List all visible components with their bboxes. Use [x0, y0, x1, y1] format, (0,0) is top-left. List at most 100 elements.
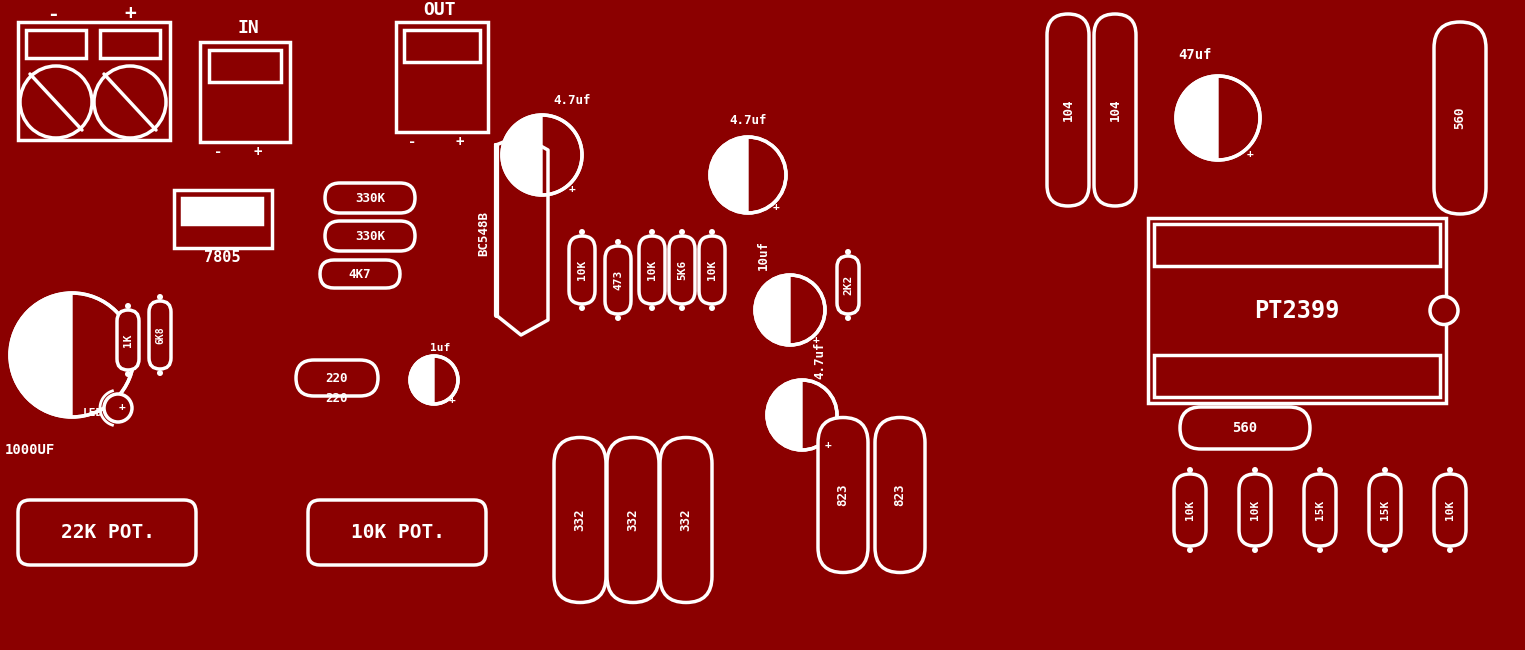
FancyBboxPatch shape — [1304, 474, 1336, 546]
Text: 220: 220 — [326, 391, 348, 404]
FancyBboxPatch shape — [817, 417, 868, 573]
Bar — [101, 30, 160, 58]
Circle shape — [615, 239, 621, 245]
Bar — [174, 190, 271, 248]
Bar — [181, 198, 262, 224]
Text: 4.7uf: 4.7uf — [729, 114, 767, 127]
Text: 330K: 330K — [355, 229, 384, 242]
FancyBboxPatch shape — [605, 246, 631, 314]
FancyBboxPatch shape — [1238, 474, 1270, 546]
FancyBboxPatch shape — [1048, 14, 1089, 206]
Circle shape — [1252, 467, 1258, 473]
Bar — [209, 50, 281, 82]
Text: LED: LED — [82, 408, 104, 418]
FancyBboxPatch shape — [149, 301, 171, 369]
Text: IN: IN — [236, 19, 259, 37]
Text: 15K: 15K — [1380, 500, 1389, 520]
FancyBboxPatch shape — [569, 236, 595, 304]
Text: +: + — [813, 335, 819, 345]
Text: +: + — [1246, 149, 1254, 159]
Text: 15K: 15K — [1315, 500, 1325, 520]
Bar — [18, 22, 169, 140]
Text: 6K8: 6K8 — [156, 326, 165, 344]
Text: +: + — [569, 184, 575, 194]
Circle shape — [580, 229, 586, 235]
Circle shape — [1186, 467, 1193, 473]
Circle shape — [1186, 547, 1193, 553]
Text: -: - — [47, 5, 59, 23]
Circle shape — [410, 356, 458, 404]
Text: OUT: OUT — [424, 1, 456, 19]
Circle shape — [755, 275, 825, 345]
Circle shape — [1382, 467, 1388, 473]
Text: +: + — [448, 395, 456, 405]
Circle shape — [547, 140, 561, 154]
Text: +: + — [119, 402, 125, 412]
Circle shape — [1318, 547, 1324, 553]
Text: 10K: 10K — [708, 260, 717, 280]
Circle shape — [679, 305, 685, 311]
Circle shape — [1252, 547, 1258, 553]
Text: 47uf: 47uf — [1179, 48, 1212, 62]
Circle shape — [95, 66, 166, 138]
FancyBboxPatch shape — [296, 360, 378, 396]
Text: 1000UF: 1000UF — [5, 443, 55, 457]
Circle shape — [125, 371, 131, 377]
FancyBboxPatch shape — [607, 437, 659, 603]
Text: 473: 473 — [613, 270, 624, 290]
Text: 10K POT.: 10K POT. — [351, 523, 445, 543]
Text: 10K: 10K — [647, 260, 657, 280]
Text: 2K2: 2K2 — [843, 275, 852, 295]
Bar — [1154, 355, 1440, 397]
Text: 332: 332 — [573, 509, 587, 531]
Text: 4.7uf: 4.7uf — [813, 341, 827, 379]
FancyBboxPatch shape — [18, 500, 197, 565]
Circle shape — [753, 161, 767, 174]
FancyBboxPatch shape — [698, 236, 724, 304]
Text: PT2399: PT2399 — [1254, 298, 1340, 322]
Text: +: + — [253, 145, 262, 159]
Text: 330K: 330K — [355, 192, 384, 205]
Circle shape — [157, 370, 163, 376]
Circle shape — [580, 305, 586, 311]
Text: BC548B: BC548B — [477, 211, 491, 255]
Polygon shape — [496, 135, 547, 335]
Text: 104: 104 — [1109, 99, 1121, 122]
Polygon shape — [11, 293, 72, 417]
Circle shape — [1382, 547, 1388, 553]
Circle shape — [11, 293, 134, 417]
Bar — [396, 22, 488, 132]
Text: -: - — [214, 145, 223, 159]
Circle shape — [1318, 467, 1324, 473]
Text: 10uf: 10uf — [756, 240, 770, 270]
Circle shape — [795, 296, 805, 308]
Circle shape — [1225, 102, 1238, 116]
Text: 4K7: 4K7 — [349, 268, 371, 281]
Bar — [26, 30, 85, 58]
Text: 560: 560 — [1453, 107, 1467, 129]
FancyBboxPatch shape — [308, 500, 486, 565]
FancyBboxPatch shape — [669, 236, 695, 304]
Text: 332: 332 — [627, 509, 639, 531]
Circle shape — [807, 401, 817, 413]
Polygon shape — [711, 137, 747, 213]
Text: 10K: 10K — [1185, 500, 1196, 520]
Circle shape — [709, 229, 715, 235]
Text: +: + — [773, 202, 779, 212]
Text: +: + — [825, 440, 831, 450]
Circle shape — [615, 315, 621, 321]
Circle shape — [79, 332, 101, 354]
Text: 560: 560 — [1232, 421, 1258, 435]
Bar — [200, 42, 290, 142]
Text: -: - — [407, 135, 416, 149]
Bar — [404, 30, 480, 62]
Text: 4.7uf: 4.7uf — [554, 94, 590, 107]
Text: +: + — [456, 135, 464, 149]
Polygon shape — [502, 115, 541, 195]
Circle shape — [104, 394, 133, 422]
FancyBboxPatch shape — [639, 236, 665, 304]
FancyBboxPatch shape — [1180, 407, 1310, 449]
Circle shape — [157, 294, 163, 300]
FancyBboxPatch shape — [117, 310, 139, 370]
Text: 220: 220 — [326, 372, 348, 385]
